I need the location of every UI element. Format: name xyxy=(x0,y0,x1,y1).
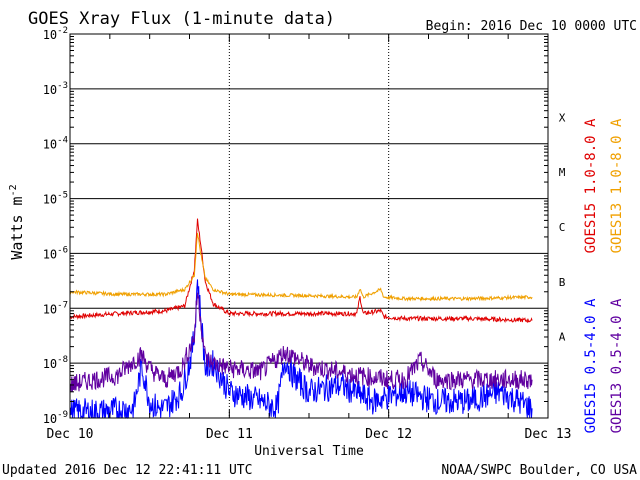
x-tick-label: Dec 10 xyxy=(47,427,94,442)
plot-series xyxy=(69,218,533,420)
x-tick-label: Dec 11 xyxy=(206,427,253,442)
x-tick-label: Dec 12 xyxy=(365,427,412,442)
y-tick-exponent: -8 xyxy=(57,355,68,365)
y-tick-base: 10 xyxy=(43,357,57,371)
y-tick-exponent: -6 xyxy=(57,245,68,255)
begin-label: Begin: 2016 Dec 10 0000 UTC xyxy=(426,19,637,34)
y-tick-label: 10-3 xyxy=(43,81,68,97)
y-tick-base: 10 xyxy=(43,412,57,426)
flare-class-label: X xyxy=(559,111,566,124)
legend-entry-1: GOES13 1.0-8.0 A xyxy=(609,118,625,253)
chart-title: GOES Xray Flux (1-minute data) xyxy=(28,9,335,29)
y-tick-base: 10 xyxy=(43,247,57,261)
y-tick-exponent: -5 xyxy=(57,191,68,201)
y-tick-label: 10-4 xyxy=(43,136,68,152)
y-tick-label: 10-2 xyxy=(43,26,68,42)
legend-entry-0: GOES15 1.0-8.0 A xyxy=(583,118,599,253)
y-tick-exponent: -3 xyxy=(57,81,68,91)
y-tick-base: 10 xyxy=(43,28,57,42)
y-tick-label: 10-6 xyxy=(43,245,68,261)
series-line-3 xyxy=(69,292,533,392)
y-tick-base: 10 xyxy=(43,138,57,152)
y-axis-label-exponent: -2 xyxy=(8,184,19,196)
x-tick-label: Dec 13 xyxy=(525,427,572,442)
y-tick-exponent: -4 xyxy=(57,136,68,146)
flare-class-label: M xyxy=(559,166,566,179)
footer-updated: Updated 2016 Dec 12 22:41:11 UTC xyxy=(2,463,252,478)
series-line-1 xyxy=(69,232,533,302)
series-line-0 xyxy=(69,218,533,324)
y-tick-exponent: -9 xyxy=(57,410,68,420)
y-tick-label: 10-9 xyxy=(43,410,68,426)
y-tick-label: 10-7 xyxy=(43,300,68,316)
plot-frame xyxy=(69,33,549,419)
y-axis-label: Watts m-2 xyxy=(8,184,26,259)
y-tick-label: 10-5 xyxy=(43,191,68,207)
y-tick-exponent: -7 xyxy=(57,300,68,310)
legend-entry-3: GOES13 0.5-4.0 A xyxy=(609,298,625,433)
series-line-2 xyxy=(69,279,533,420)
flare-class-label: C xyxy=(559,221,566,234)
y-tick-label: 10-8 xyxy=(43,355,68,371)
y-axis-label-text: Watts m xyxy=(8,196,26,259)
y-tick-base: 10 xyxy=(43,193,57,207)
grid xyxy=(70,33,548,419)
legend-entry-2: GOES15 0.5-4.0 A xyxy=(583,298,599,433)
footer-credit: NOAA/SWPC Boulder, CO USA xyxy=(441,463,637,478)
y-tick-base: 10 xyxy=(43,302,57,316)
y-tick-exponent: -2 xyxy=(57,26,68,36)
flare-class-label: B xyxy=(559,276,566,289)
y-tick-base: 10 xyxy=(43,83,57,97)
x-axis-label: Universal Time xyxy=(254,444,364,459)
flare-class-label: A xyxy=(559,331,566,344)
